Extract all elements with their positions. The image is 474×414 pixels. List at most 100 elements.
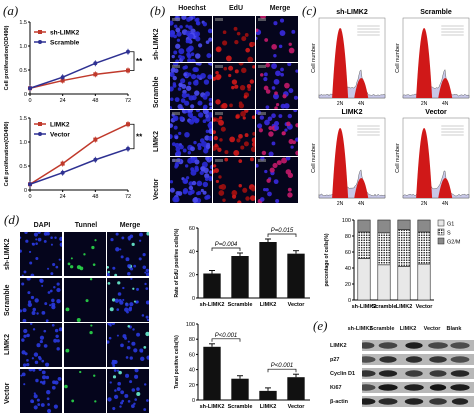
stacked-bar-g2m: [377, 219, 391, 234]
y-tick-label: 0.5: [19, 164, 27, 170]
legend-label: Vector: [50, 132, 70, 139]
histogram-s-phase-area: [402, 29, 470, 99]
micrograph-r3-c1: [170, 110, 212, 156]
bar-vector: [287, 377, 305, 400]
micrograph-r1-c1: [20, 232, 62, 276]
data-point: [60, 78, 65, 83]
series-line-scramble: [29, 51, 129, 89]
header-merge: Merge: [269, 5, 291, 12]
comparison-bracket: [211, 338, 241, 342]
histogram-frame: [318, 117, 386, 199]
micrograph-r4-c1: [170, 157, 212, 203]
data-point: [126, 68, 130, 73]
data-point: [126, 146, 130, 151]
stacked-bar-chart-cell-cycle: 0 20 40 60 80 100 percentage of cells(%) sh-LIM…: [324, 218, 461, 310]
micrograph-r2-c1: [170, 63, 212, 109]
x-tick-label: 0: [28, 194, 31, 200]
bar-chart-edu: 0 20 40 60 Rate of EdU positive cells(%) sh-L…: [174, 226, 310, 308]
bar-chart-tunel: 0 20 40 60 80 100 Tunel positive cells(%) sh-LI…: [174, 322, 310, 410]
microscopy-grid-b: [170, 16, 302, 204]
bar-limk2: [259, 390, 277, 400]
row-label-d-limk2: LIMK2: [4, 334, 11, 355]
y-tick-label: 0.5: [19, 68, 27, 74]
micrograph-r1-c3: [107, 232, 149, 276]
significance-marker: **: [136, 57, 143, 66]
x-tick-label: Vector: [288, 302, 306, 308]
blot-strip: [362, 396, 474, 407]
x-tick-label: sh-LIMK2: [200, 404, 225, 410]
blot-strip: [362, 354, 474, 365]
micrograph-r4-c2: [213, 157, 255, 203]
legend-marker: [38, 132, 42, 136]
data-point: [93, 61, 98, 66]
x-tick-label: LIMK2: [260, 404, 277, 410]
y-tick-label: 0: [192, 398, 195, 404]
histogram-title: Scramble: [420, 9, 452, 16]
blot-row-label: Ki67: [330, 385, 342, 391]
blot-column-label: Vector: [423, 326, 441, 332]
y-tick-label: 1.0: [19, 44, 27, 50]
y-tick-label: 40: [189, 249, 195, 255]
bar-sh-limk2: [203, 273, 221, 298]
y-tick-label: 40: [345, 266, 351, 272]
histogram-title: Vector: [425, 109, 447, 116]
stacked-bar-s: [357, 231, 371, 259]
x-tick-label: 0: [28, 98, 31, 104]
row-label-b-scramble: Scramble: [153, 76, 160, 108]
blot-strip: [362, 340, 474, 351]
line-chart-shlimk2-scramble: 0 0.5 1.0 1.5 0 24 48 72 Cell proliferation(OD49…: [4, 20, 143, 104]
x-tick-label: 48: [92, 194, 98, 200]
y-tick-label: 20: [189, 273, 195, 279]
row-label-b-vector: Vector: [153, 178, 160, 200]
micrograph-r3-c3: [107, 323, 149, 367]
y-tick-label: 1.0: [19, 140, 27, 146]
significance-bracket: [130, 123, 135, 150]
header-hoechst: Hoechst: [178, 5, 206, 12]
legend-label: G2/M: [447, 240, 461, 246]
micrograph-r1-c1: [170, 16, 212, 62]
y-tick-label: 80: [189, 337, 195, 343]
histogram-y-label: Cell number: [395, 143, 401, 173]
peak-label-2n: 2N: [337, 201, 344, 206]
histogram-g2m-peak: [438, 178, 453, 198]
header-tunnel: Tunnel: [74, 222, 98, 229]
legend-marker: [38, 122, 42, 126]
significance-marker: **: [136, 132, 143, 141]
y-tick-label: 100: [342, 218, 351, 224]
micrograph-r2-c2: [63, 277, 106, 322]
stacked-bar-g2m: [397, 219, 411, 230]
micrograph-r3-c3: [256, 110, 298, 156]
histogram-y-label: Cell number: [311, 143, 317, 173]
comparison-p-value: P<0.001: [271, 363, 294, 369]
panel-label-e: (e): [313, 318, 328, 333]
y-tick-label: 1.5: [19, 116, 27, 122]
y-tick-label: 0: [192, 296, 195, 302]
micrograph-r1-c2: [213, 16, 255, 62]
micrograph-r2-c3: [107, 277, 149, 322]
legend-swatch: [437, 219, 445, 227]
peak-label-2n: 2N: [421, 101, 428, 107]
header-edu: EdU: [229, 5, 243, 12]
stacked-bar-g1: [377, 264, 391, 301]
x-tick-label: Vector: [288, 404, 306, 410]
histogram-g1-peak: [332, 128, 349, 198]
stacked-bar-s: [377, 232, 391, 266]
data-point: [126, 122, 130, 127]
line-chart-limk2-vector: 0 0.5 1.0 1.5 0 24 48 72 Cell proliferation(OD49…: [4, 116, 143, 200]
x-tick-label: sh-LIMK2: [200, 302, 225, 308]
y-axis-label: Rate of EdU positive cells(%): [174, 228, 180, 297]
x-tick-label: 72: [125, 98, 131, 104]
legend-swatch: [437, 237, 445, 245]
microscopy-grid-d: [20, 232, 152, 414]
y-tick-label: 0: [348, 298, 351, 304]
y-tick-label: 100: [186, 322, 195, 328]
row-label-b-limk2: LIMK2: [153, 131, 160, 152]
peak-label-4n: 4N: [358, 101, 365, 107]
y-axis-label: Tunel positive cells(%): [174, 335, 180, 389]
panel-d-microscopy: DAPI Tunnel Merge: [20, 222, 152, 414]
data-point: [60, 161, 65, 166]
y-tick-label: 20: [189, 383, 195, 389]
x-tick-label: 24: [60, 194, 66, 200]
panel-label-a: (a): [3, 3, 19, 18]
data-point: [126, 49, 130, 54]
